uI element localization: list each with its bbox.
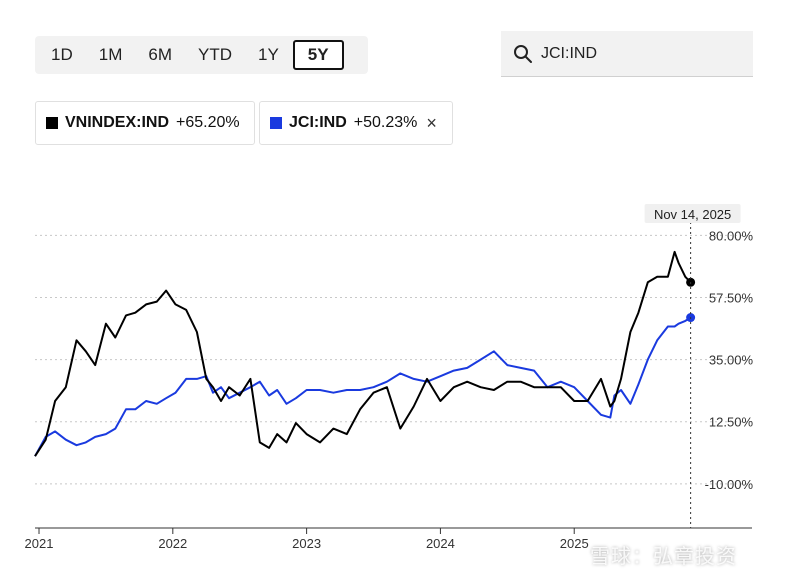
date-tooltip-label: Nov 14, 2025 — [654, 207, 731, 222]
date-tooltip: Nov 14, 2025 — [644, 204, 741, 528]
vnindex-change: +65.20% — [176, 114, 240, 131]
search-box[interactable] — [501, 31, 753, 77]
vnindex-ticker: VNINDEX:IND — [65, 114, 170, 131]
x-tick-label: 2022 — [158, 536, 187, 551]
y-tick-label: 57.50% — [709, 290, 754, 305]
legend-chip-jci[interactable]: JCI:IND +50.23% × — [259, 101, 453, 145]
jci-ticker: JCI:IND — [289, 114, 347, 131]
range-button-ytd[interactable]: YTD — [197, 45, 232, 64]
jci-change: +50.23% — [353, 114, 418, 131]
x-tick-label: 2025 — [560, 536, 589, 551]
series-line-jci-ind — [34, 316, 692, 457]
range-button-1y[interactable]: 1Y — [257, 45, 279, 64]
x-tick-label: 2024 — [426, 536, 455, 551]
y-tick-label: 35.00% — [709, 353, 754, 368]
series-layer — [34, 250, 696, 457]
jci-swatch — [270, 117, 282, 129]
axis-layer: 80.00% 57.50% 35.00% 12.50% -10.00% 2021 2022 2… — [25, 228, 754, 551]
legend-chip-vnindex[interactable]: VNINDEX:IND +65.20% — [35, 101, 255, 145]
vnindex-swatch — [46, 117, 58, 129]
close-icon[interactable]: × — [426, 112, 437, 133]
date-tooltip-box — [644, 204, 741, 223]
y-tick-label: 12.50% — [709, 415, 754, 430]
y-tick-label: -10.00% — [705, 477, 754, 492]
watermark: 雪球：弘章投资 — [590, 546, 737, 568]
time-range-selector: 1D 1M 6M YTD 1Y 5Y — [35, 36, 368, 74]
search-icon — [514, 44, 532, 63]
series-line-vnindex-ind — [34, 250, 692, 457]
x-tick-label: 2023 — [292, 536, 321, 551]
line-chart: 80.00% 57.50% 35.00% 12.50% -10.00% 2021 2022 2… — [25, 204, 754, 551]
range-button-1m[interactable]: 1M — [98, 45, 123, 64]
search-input[interactable] — [541, 44, 741, 63]
x-tick-label: 2021 — [25, 536, 54, 551]
range-button-6m[interactable]: 6M — [148, 45, 172, 64]
range-button-5y[interactable]: 5Y — [292, 40, 344, 70]
y-tick-label: 80.00% — [709, 228, 754, 243]
grid-lines — [35, 234, 752, 485]
range-button-1d[interactable]: 1D — [51, 45, 73, 64]
